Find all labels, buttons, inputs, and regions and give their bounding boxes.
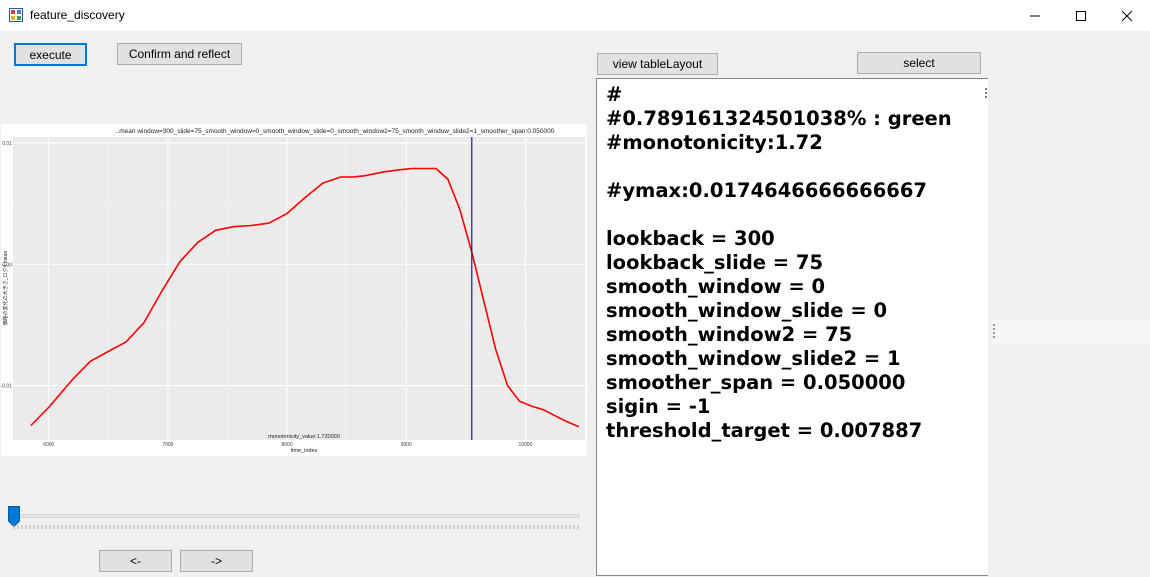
y-tick-label: -0.01 — [1, 383, 12, 389]
chart-annotation: monotonicity_value:1.720000 — [268, 434, 340, 440]
next-button[interactable]: -> — [180, 550, 253, 572]
chart-title: ..mean window=300_slide=75_smooth_window… — [116, 128, 555, 135]
slider-ticks — [13, 525, 579, 529]
confirm-reflect-button[interactable]: Confirm and reflect — [117, 43, 242, 65]
maximize-button[interactable] — [1058, 0, 1104, 31]
minimize-icon — [1030, 15, 1040, 17]
x-axis-label: time_index — [291, 448, 318, 454]
results-text: # #0.789161324501038% : green #monotonic… — [606, 83, 952, 442]
minimize-button[interactable] — [1012, 0, 1058, 31]
y-axis-label: 価格の変化の大きさ_ログ4.mean — [2, 251, 9, 326]
series-line — [30, 167, 580, 428]
y-tick-label: 0.01 — [2, 141, 12, 147]
close-icon — [1121, 10, 1133, 22]
panel-grip-icon[interactable] — [993, 324, 997, 340]
results-textbox[interactable]: # #0.789161324501038% : green #monotonic… — [596, 78, 988, 576]
x-tick-label: 9000 — [401, 442, 412, 448]
x-tick-label: 10000 — [518, 442, 532, 448]
slider-thumb[interactable] — [8, 506, 20, 527]
side-panel-handle[interactable] — [992, 320, 1150, 344]
select-button[interactable]: select — [857, 52, 981, 74]
chart-panel: ..mean window=300_slide=75_smooth_window… — [1, 124, 587, 456]
close-button[interactable] — [1104, 0, 1150, 31]
previous-button[interactable]: <- — [99, 550, 172, 572]
execute-button[interactable]: execute — [14, 43, 87, 66]
view-table-layout-button[interactable]: view tableLayout — [597, 53, 718, 75]
slider-track — [10, 514, 580, 518]
app-icon — [9, 8, 23, 22]
splitter-grip-icon[interactable] — [985, 88, 989, 100]
x-tick-label: 8000 — [282, 442, 293, 448]
line-chart: ..mean window=300_slide=75_smooth_window… — [1, 128, 585, 454]
maximize-icon — [1076, 11, 1086, 21]
x-tick-label: 7000 — [162, 442, 173, 448]
x-tick-label: 6000 — [43, 442, 54, 448]
index-slider[interactable] — [6, 505, 584, 531]
plot-area — [13, 137, 585, 440]
title-bar: feature_discovery — [0, 0, 1150, 31]
y-tick-label: 0.00 — [2, 262, 12, 268]
window-title: feature_discovery — [30, 8, 125, 22]
